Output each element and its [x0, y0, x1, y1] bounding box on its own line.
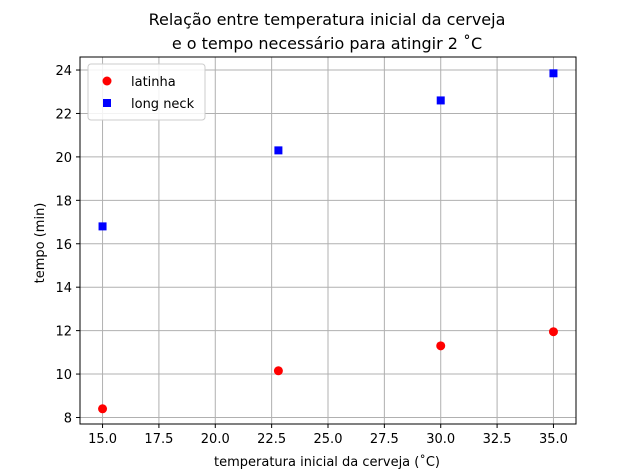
y-tick-label: 18 — [55, 194, 72, 209]
x-tick-label: 25.0 — [314, 432, 343, 447]
x-tick-label: 17.5 — [144, 432, 173, 447]
x-tick-label: 22.5 — [257, 432, 286, 447]
data-point-long-neck — [549, 69, 558, 78]
y-tick-label: 24 — [55, 64, 72, 79]
y-tick-label: 22 — [55, 107, 72, 122]
y-axis-label: tempo (min) — [33, 203, 48, 284]
y-tick-label: 20 — [55, 151, 72, 166]
legend: latinha long neck — [87, 63, 206, 121]
data-point-latinha — [436, 341, 446, 351]
y-tick-label: 14 — [55, 281, 72, 296]
x-tick-label: 15.0 — [88, 432, 117, 447]
x-axis-label: temperatura inicial da cerveja (˚C) — [214, 454, 440, 470]
x-tick-label: 32.5 — [483, 432, 512, 447]
grid-lines — [80, 57, 576, 424]
legend-label-long-neck: long neck — [131, 97, 195, 112]
legend-marker-long-neck — [103, 99, 111, 107]
data-point-latinha — [98, 404, 108, 414]
data-point-latinha — [548, 327, 558, 337]
legend-marker-latinha — [102, 76, 112, 86]
legend-label-latinha: latinha — [131, 75, 176, 90]
y-tick-label: 10 — [55, 368, 72, 383]
data-point-long-neck — [436, 96, 445, 105]
x-tick-label: 35.0 — [539, 432, 568, 447]
chart-title-line-2: e o tempo necessário para atingir 2 ˚C — [172, 34, 482, 53]
data-points — [98, 69, 558, 414]
y-tick-label: 12 — [55, 325, 72, 340]
data-point-long-neck — [274, 146, 283, 155]
chart-title: Relação entre temperatura inicial da cer… — [149, 10, 506, 53]
x-tick-label: 20.0 — [201, 432, 230, 447]
y-axis-ticks: 8 10 12 14 16 18 20 22 24 — [55, 64, 80, 426]
chart-title-line-1: Relação entre temperatura inicial da cer… — [149, 10, 506, 29]
legend-box — [87, 63, 206, 121]
data-point-long-neck — [98, 222, 107, 231]
y-tick-label: 8 — [64, 411, 72, 426]
data-point-latinha — [273, 366, 283, 376]
x-tick-label: 27.5 — [370, 432, 399, 447]
y-tick-label: 16 — [55, 238, 72, 253]
x-axis-ticks: 15.0 17.5 20.0 22.5 25.0 27.5 30.0 32.5 35.0 — [88, 424, 568, 447]
x-tick-label: 30.0 — [426, 432, 455, 447]
